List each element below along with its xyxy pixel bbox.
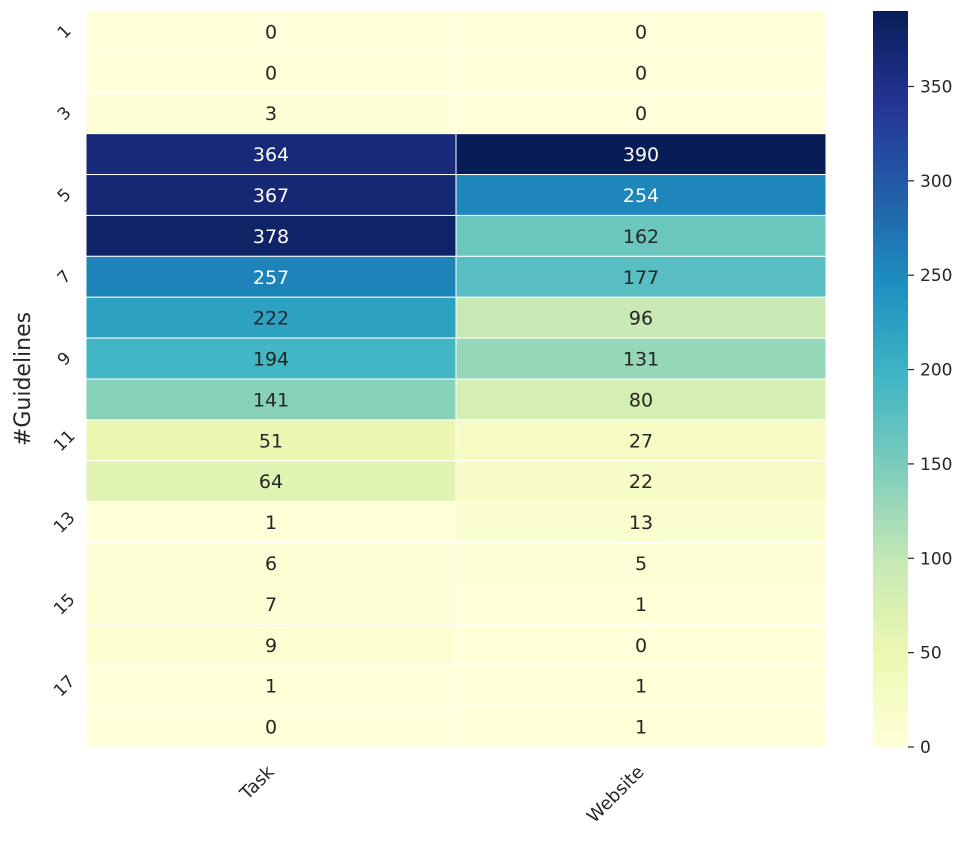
- heatmap-cell-r13-website: [455, 501, 827, 544]
- heatmap-cell-r10-task: [85, 378, 457, 421]
- y-tick-label-3: 3: [54, 103, 76, 125]
- cell-value-label-r18-task: 0: [265, 717, 277, 739]
- cell-value-label-r7-website: 177: [623, 267, 659, 289]
- cell-value-label-r11-website: 27: [629, 430, 653, 452]
- cell-value-label-r5-task: 367: [253, 185, 289, 207]
- heatmap-cell-r14-task: [85, 542, 457, 584]
- y-tick-label-1: 1: [54, 21, 76, 43]
- heatmap-cell-r18-task: [85, 705, 457, 748]
- heatmap-cell-r3-website: [455, 92, 827, 135]
- cell-value-label-r15-task: 7: [265, 594, 277, 616]
- cell-value-label-r6-website: 162: [623, 226, 659, 248]
- cell-value-label-r12-task: 64: [259, 471, 283, 493]
- heatmap-cell-r7-task: [85, 255, 457, 298]
- heatmap-cell-r1-task: [85, 10, 457, 53]
- cell-value-label-r7-task: 257: [253, 267, 289, 289]
- cell-value-label-r13-task: 1: [265, 512, 277, 534]
- y-tick-label-15: 15: [50, 590, 79, 619]
- heatmap-cell-r16-task: [85, 623, 457, 666]
- x-axis-ticks: Task Website: [236, 761, 649, 827]
- y-axis-label: #Guidelines: [11, 312, 36, 446]
- heatmap-cell-r8-website: [455, 296, 827, 339]
- heatmap-cell-r6-website: [455, 214, 827, 257]
- y-tick-label-7: 7: [54, 267, 76, 289]
- colorbar-tick-label-50: 50: [920, 644, 942, 664]
- cell-value-label-r11-task: 51: [259, 430, 283, 452]
- colorbar-tick-label-200: 200: [920, 361, 952, 381]
- cell-value-label-r10-task: 141: [253, 389, 289, 411]
- y-tick-label-5: 5: [54, 185, 76, 207]
- heatmap-cell-r9-website: [455, 337, 827, 380]
- heatmap-cell-r2-website: [455, 51, 827, 94]
- heatmap-cell-r9-task: [85, 337, 457, 380]
- colorbar-tick-label-250: 250: [920, 266, 952, 286]
- colorbar: [873, 11, 908, 747]
- cell-value-label-r2-task: 0: [265, 62, 277, 84]
- cell-value-label-r4-task: 364: [253, 144, 289, 166]
- heatmap-cell-r12-website: [455, 460, 827, 503]
- cell-value-label-r17-website: 1: [635, 676, 647, 698]
- cell-value-label-r16-task: 9: [265, 635, 277, 657]
- cell-value-label-r8-website: 96: [629, 308, 653, 330]
- colorbar-tick-label-350: 350: [920, 77, 952, 97]
- colorbar-tick-label-300: 300: [920, 172, 952, 192]
- y-tick-label-13: 13: [50, 508, 79, 537]
- cell-value-label-r14-task: 6: [265, 553, 277, 575]
- heatmap-cell-r14-website: [455, 542, 827, 584]
- cell-value-label-r6-task: 378: [253, 226, 289, 248]
- heatmap-cell-r7-website: [455, 255, 827, 298]
- cell-value-label-r8-task: 222: [253, 308, 289, 330]
- cell-value-label-r4-website: 390: [623, 144, 659, 166]
- cell-value-label-r10-website: 80: [629, 389, 653, 411]
- heatmap-cell-r15-task: [85, 582, 457, 625]
- colorbar-tick-label-150: 150: [920, 455, 952, 475]
- heatmap-cells: [85, 10, 827, 748]
- cell-value-label-r9-website: 131: [623, 349, 659, 371]
- heatmap-cell-r2-task: [85, 51, 457, 94]
- heatmap-cell-r11-task: [85, 419, 457, 462]
- heatmap-cell-r13-task: [85, 501, 457, 544]
- heatmap-cell-r10-website: [455, 378, 827, 421]
- cell-value-label-r2-website: 0: [635, 62, 647, 84]
- cell-value-label-r1-task: 0: [265, 21, 277, 43]
- heatmap-cell-r11-website: [455, 419, 827, 462]
- heatmap-cell-r12-task: [85, 460, 457, 503]
- cell-value-label-r5-website: 254: [623, 185, 659, 207]
- colorbar-ticks: 0 50 100 150 200 250 300 350: [908, 77, 952, 758]
- heatmap-cell-r18-website: [455, 705, 827, 748]
- heatmap-cell-r1-website: [455, 10, 827, 53]
- colorbar-tick-label-100: 100: [920, 549, 952, 569]
- cell-value-label-r17-task: 1: [265, 676, 277, 698]
- y-tick-label-11: 11: [50, 426, 79, 455]
- heatmap-cell-r3-task: [85, 92, 457, 135]
- cell-value-label-r16-website: 0: [635, 635, 647, 657]
- cell-value-label-r15-website: 1: [635, 594, 647, 616]
- cell-value-label-r12-website: 22: [629, 471, 653, 493]
- cell-value-label-r14-website: 5: [635, 553, 647, 575]
- cell-value-label-r1-website: 0: [635, 21, 647, 43]
- cell-value-label-r18-website: 1: [635, 717, 647, 739]
- cell-value-label-r3-website: 0: [635, 103, 647, 125]
- colorbar-tick-label-0: 0: [920, 738, 931, 758]
- x-tick-label-website: Website: [583, 762, 649, 828]
- x-tick-label-task: Task: [236, 761, 279, 804]
- cell-value-label-r3-task: 3: [265, 103, 277, 125]
- y-tick-label-9: 9: [54, 348, 76, 370]
- cell-value-label-r13-website: 13: [629, 512, 653, 534]
- heatmap-cell-r4-website: [455, 133, 827, 176]
- y-tick-label-17: 17: [50, 672, 79, 701]
- cell-value-label-r9-task: 194: [253, 349, 289, 371]
- heatmap-cell-r5-website: [455, 174, 827, 216]
- heatmap-cell-r15-website: [455, 582, 827, 625]
